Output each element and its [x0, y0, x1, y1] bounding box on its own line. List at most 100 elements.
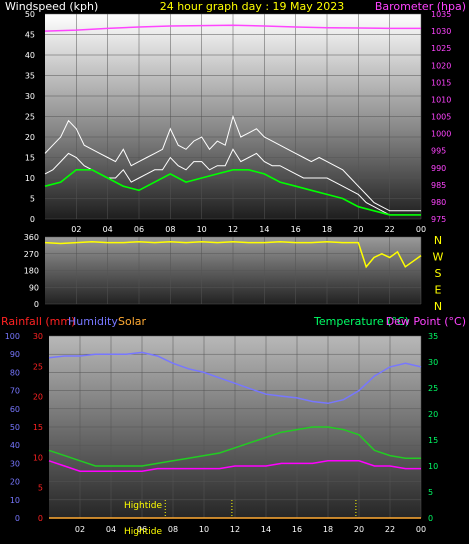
wind-y-tick: 5	[30, 195, 35, 204]
solar-axis-label: Solar	[118, 315, 147, 328]
temp-x-tick: 10	[199, 525, 209, 534]
humidity-y-tick: 70	[10, 387, 20, 396]
humidity-y-tick: 80	[10, 368, 20, 377]
temp-x-tick: 20	[354, 525, 364, 534]
rainfall-axis-label: Rainfall (mm)	[1, 315, 75, 328]
compass-label: S	[435, 267, 442, 280]
humidity-y-tick: 90	[10, 350, 20, 359]
wind-y-tick: 20	[25, 133, 35, 142]
wind-y-tick: 45	[25, 31, 35, 40]
series-line-gust	[44, 114, 421, 212]
wind-axis-label: Windspeed (kph)	[5, 0, 98, 13]
direction-gridlines	[45, 236, 422, 305]
temp-x-tick: 06	[137, 525, 147, 534]
baro-y-tick: 995	[431, 147, 446, 156]
wind-x-tick: 06	[134, 225, 144, 234]
temperature-axis-label: Temperature (°C)	[313, 315, 409, 328]
wind-x-tick: 20	[353, 225, 363, 234]
baro-y-tick: 975	[431, 215, 446, 224]
humidity-axis-label: Humidity	[68, 315, 118, 328]
wind-x-tick: 14	[259, 225, 269, 234]
direction-y-tick: 90	[29, 283, 39, 292]
baro-y-tick: 1000	[431, 130, 451, 139]
baro-y-tick: 1005	[431, 113, 451, 122]
humidity-y-tick: 30	[10, 459, 20, 468]
wind-x-tick: 12	[228, 225, 238, 234]
wind-y-tick: 0	[30, 215, 35, 224]
rain-y-tick: 25	[33, 362, 43, 371]
direction-y-tick: 360	[24, 233, 39, 242]
temp-x-tick: 16	[292, 525, 302, 534]
baro-axis-label: Barometer (hpa)	[375, 0, 466, 13]
wind-y-tick: 15	[25, 154, 35, 163]
baro-y-tick: 1035	[431, 10, 451, 19]
temp-y-tick: 20	[428, 410, 438, 419]
temp-x-tick: 18	[323, 525, 333, 534]
direction-y-ticks: 0 90 180 270 360	[24, 233, 39, 309]
wind-x-tick: 22	[385, 225, 395, 234]
baro-y-tick: 1015	[431, 78, 451, 87]
baro-y-tick: 985	[431, 181, 446, 190]
wind-x-tick: 16	[291, 225, 301, 234]
series-line-temperature	[48, 426, 421, 467]
temp-x-tick: 14	[261, 525, 271, 534]
temp-x-tick: 00	[416, 525, 426, 534]
direction-y-tick: 0	[34, 300, 39, 309]
wind-y-tick: 30	[25, 92, 35, 101]
wind-y-ticks: 0 5 10 15 20 25 30 35 40 45 50	[25, 10, 35, 224]
wind-y-tick: 25	[25, 113, 35, 122]
temp-y-ticks: 0 10 20 30 40 50 60 70 80 90 100 0 5 10 15 20 25 30 0 5 10 15…	[5, 332, 438, 523]
rain-y-tick: 5	[38, 484, 43, 493]
temp-x-tick: 02	[75, 525, 85, 534]
wind-y-tick: 50	[25, 10, 35, 19]
wind-x-tick: 00	[416, 225, 426, 234]
temp-x-tick: 12	[230, 525, 240, 534]
direction-y-tick: 270	[24, 250, 39, 259]
temp-x-tick: 04	[106, 525, 116, 534]
humidity-y-tick: 20	[10, 478, 20, 487]
series-line-wind-average	[44, 169, 421, 216]
rain-y-tick: 15	[33, 423, 43, 432]
temp-x-tick: 08	[168, 525, 178, 534]
compass-label: N	[434, 300, 442, 313]
wind-x-tick: 18	[322, 225, 332, 234]
compass-label: N	[434, 234, 442, 247]
humidity-y-tick: 10	[10, 496, 20, 505]
compass-label: E	[435, 284, 442, 297]
temp-y-tick: 0	[428, 514, 433, 523]
baro-y-tick: 1025	[431, 44, 451, 53]
rain-y-tick: 10	[33, 453, 43, 462]
wind-x-tick: 10	[197, 225, 207, 234]
temp-y-tick: 30	[428, 358, 438, 367]
rain-y-tick: 30	[33, 332, 43, 341]
baro-y-tick: 990	[431, 164, 446, 173]
temp-x-ticks: 02 04 06 08 10 12 14 16 18 20 22 00	[75, 525, 426, 534]
wind-x-ticks: 02 04 06 08 10 12 14 16 18 20 22 00	[71, 225, 426, 234]
baro-y-tick: 1010	[431, 95, 451, 104]
wind-x-tick: 02	[71, 225, 81, 234]
temp-y-tick: 25	[428, 384, 438, 393]
rain-y-tick: 0	[38, 514, 43, 523]
baro-y-tick: 1020	[431, 61, 451, 70]
compass-label: W	[433, 251, 444, 264]
temp-series	[48, 351, 422, 519]
series-line-barometer	[44, 24, 421, 32]
humidity-y-tick: 50	[10, 423, 20, 432]
temp-y-tick: 5	[428, 488, 433, 497]
wind-y-tick: 35	[25, 72, 35, 81]
wind-x-tick: 04	[103, 225, 113, 234]
temp-y-tick: 15	[428, 436, 438, 445]
humidity-y-tick: 60	[10, 405, 20, 414]
series-line-dew-point	[48, 460, 421, 472]
humidity-y-tick: 40	[10, 441, 20, 450]
humidity-y-tick: 100	[5, 332, 20, 341]
rain-y-tick: 20	[33, 393, 43, 402]
series-line-direction	[44, 240, 422, 269]
wind-y-tick: 40	[25, 51, 35, 60]
baro-y-tick: 1030	[431, 27, 451, 36]
wind-series	[44, 24, 421, 216]
baro-y-ticks: 975 980 985 990 995 1000 1005 1010 1015 1020 1025 1…	[431, 10, 451, 224]
temp-y-tick: 35	[428, 332, 438, 341]
